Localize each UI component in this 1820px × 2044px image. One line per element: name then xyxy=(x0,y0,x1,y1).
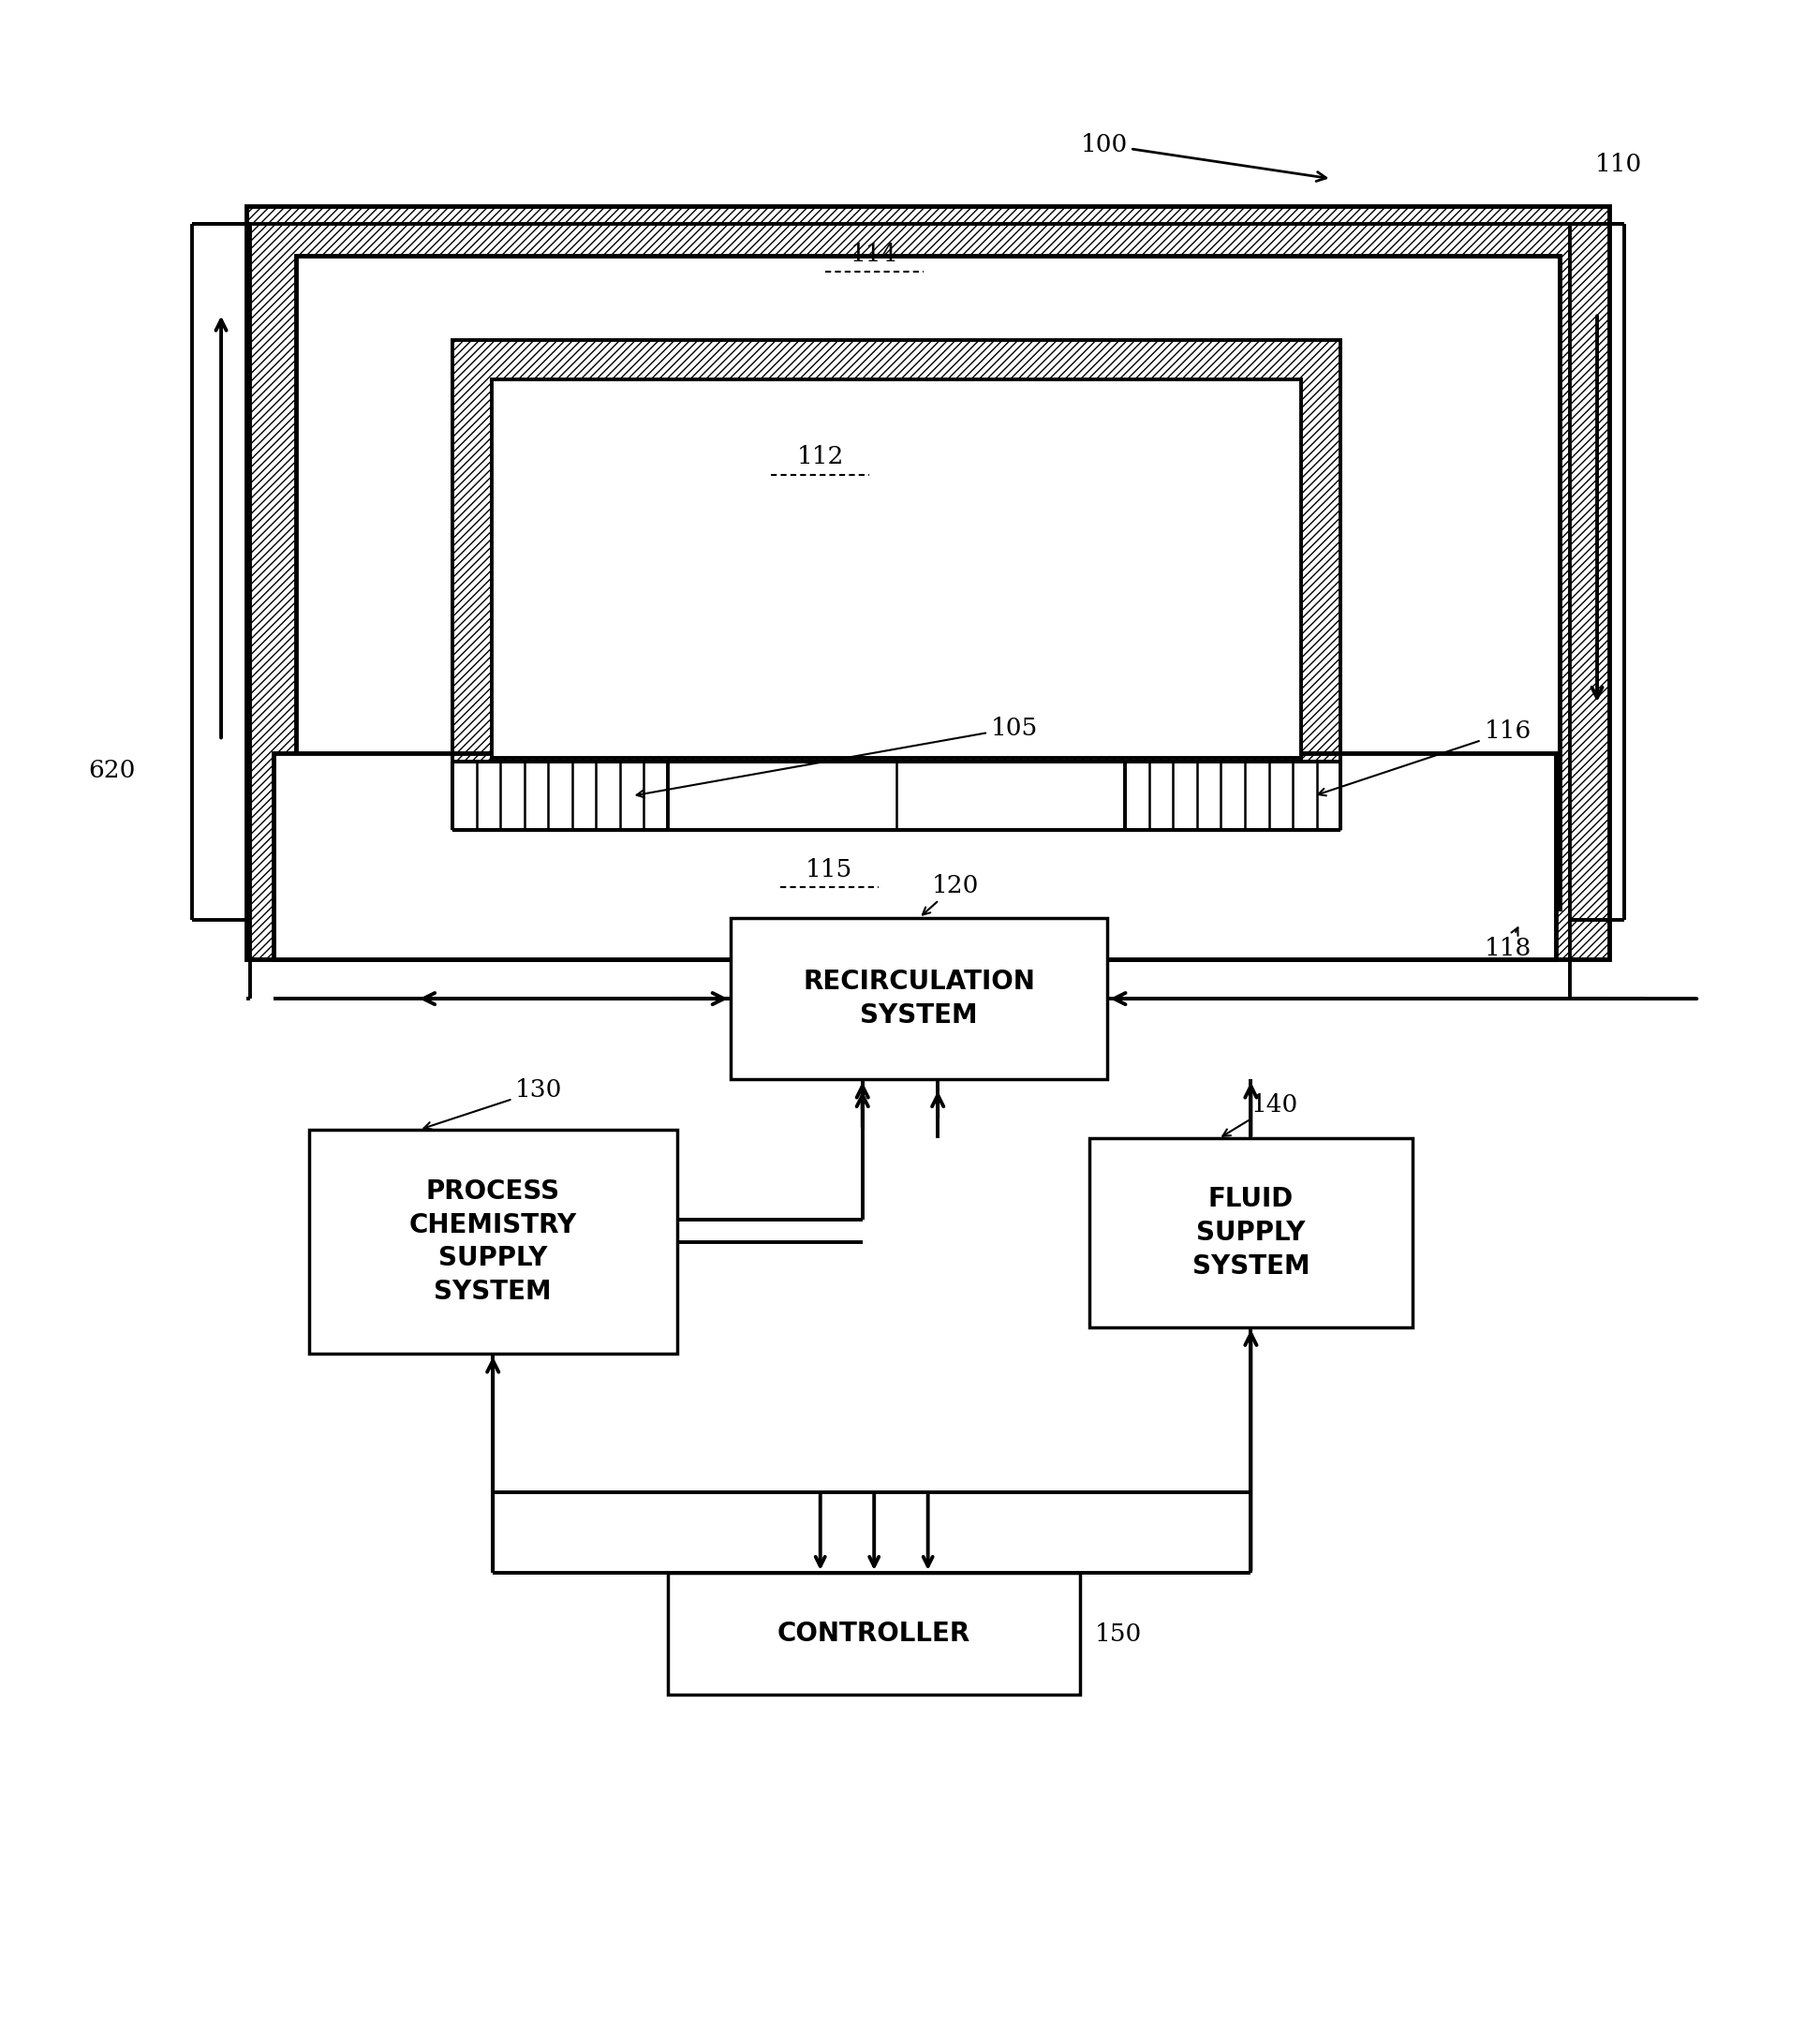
Text: 110: 110 xyxy=(1596,153,1642,176)
Text: 120: 120 xyxy=(923,875,979,916)
Text: 140: 140 xyxy=(1223,1094,1298,1136)
Text: RECIRCULATION
SYSTEM: RECIRCULATION SYSTEM xyxy=(803,969,1036,1028)
Bar xyxy=(668,1572,1081,1694)
Text: 112: 112 xyxy=(797,446,844,468)
Text: 105: 105 xyxy=(637,715,1037,797)
Text: FLUID
SUPPLY
SYSTEM: FLUID SUPPLY SYSTEM xyxy=(1192,1186,1310,1280)
Bar xyxy=(730,918,1107,1079)
Bar xyxy=(297,256,1560,910)
Bar xyxy=(491,380,1301,758)
Text: CONTROLLER: CONTROLLER xyxy=(777,1621,970,1647)
Text: 620: 620 xyxy=(89,758,135,783)
Text: 114: 114 xyxy=(850,243,897,266)
Bar xyxy=(668,762,1125,830)
Text: 115: 115 xyxy=(806,858,854,881)
Text: 150: 150 xyxy=(1096,1623,1141,1645)
Text: 118: 118 xyxy=(1483,928,1531,961)
Bar xyxy=(246,206,1609,959)
Text: 130: 130 xyxy=(424,1079,562,1130)
Bar xyxy=(1090,1139,1412,1327)
Text: 116: 116 xyxy=(1318,719,1531,795)
Bar xyxy=(453,762,1341,830)
Text: 100: 100 xyxy=(1081,133,1327,182)
Text: PROCESS
CHEMISTRY
SUPPLY
SYSTEM: PROCESS CHEMISTRY SUPPLY SYSTEM xyxy=(410,1179,577,1304)
Bar xyxy=(453,339,1341,797)
Bar xyxy=(273,752,1556,959)
Bar xyxy=(309,1130,677,1353)
